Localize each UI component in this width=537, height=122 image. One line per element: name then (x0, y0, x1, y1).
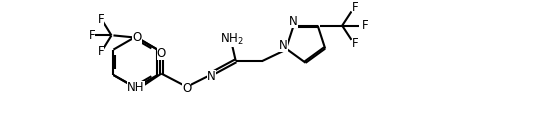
Text: N: N (207, 70, 216, 82)
Text: O: O (182, 82, 191, 95)
Text: O: O (157, 46, 166, 60)
Text: O: O (132, 31, 142, 44)
Text: F: F (352, 1, 358, 14)
Text: F: F (97, 45, 104, 58)
Text: F: F (97, 13, 104, 26)
Text: NH: NH (127, 81, 144, 94)
Text: N: N (279, 39, 287, 52)
Text: NH$_2$: NH$_2$ (220, 32, 244, 47)
Text: F: F (352, 37, 358, 50)
Text: F: F (89, 29, 95, 42)
Text: N: N (289, 15, 298, 28)
Text: F: F (362, 19, 368, 32)
